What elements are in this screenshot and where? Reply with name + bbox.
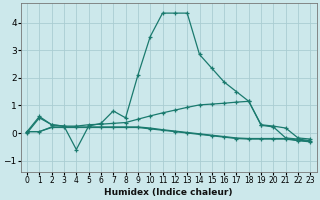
X-axis label: Humidex (Indice chaleur): Humidex (Indice chaleur) — [104, 188, 233, 197]
